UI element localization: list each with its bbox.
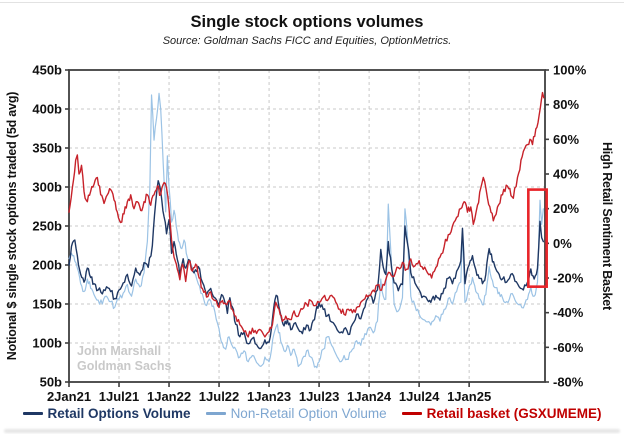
x-tick-label: 2Jan21: [47, 389, 91, 404]
y-left-tick-label: 400b: [32, 102, 62, 117]
legend-item-retail-basket: Retail basket (GSXUMEME): [401, 406, 602, 421]
bottom-border-smudge: [4, 429, 620, 433]
non-retail-line-swatch: [205, 412, 226, 415]
series-line-3: [68, 91, 545, 338]
y-right-tick-label: -40%: [553, 305, 584, 320]
legend-label-non-retail: Non-Retail Option Volume: [230, 406, 387, 421]
y-right-tick-label: 60%: [553, 132, 579, 147]
watermark-line-1: John Marshall: [77, 344, 161, 358]
y-right-axis-label: High Retail Sentiment Basket: [600, 142, 614, 311]
axis-frame: [68, 69, 546, 383]
y-right-tick-label: 0%: [553, 236, 572, 251]
legend-label-retail-options: Retail Options Volume: [47, 406, 191, 421]
chart-title: Single stock options volumes: [191, 13, 424, 31]
y-right-tick-label: 100%: [553, 63, 587, 78]
y-left-tick-label: 350b: [32, 141, 62, 156]
y-left-axis-label: Notional $ single stock options traded (…: [5, 92, 19, 360]
chart-source: Source: Goldman Sachs FICC and Equities,…: [163, 35, 452, 47]
highlight-box: [527, 188, 548, 288]
y-left-tick-label: 200b: [32, 258, 62, 273]
y-right-tick-label: 40%: [553, 167, 579, 182]
y-left-tick-label: 100b: [32, 336, 62, 351]
y-right-tick-label: -60%: [553, 340, 584, 355]
y-left-tick-label: 50b: [40, 375, 62, 390]
retail-basket-line-swatch: [401, 412, 422, 415]
y-left-tick-label: 150b: [32, 297, 62, 312]
legend-label-retail-basket: Retail basket (GSXUMEME): [426, 406, 602, 421]
y-right-tick-label: 80%: [553, 97, 579, 112]
x-tick-label: 1Jan24: [347, 389, 392, 404]
x-tick-label: 1Jan25: [447, 389, 491, 404]
legend-item-retail-options: Retail Options Volume: [22, 406, 191, 421]
series-line-1: [68, 92, 544, 369]
x-tick-label: 1Jul22: [199, 389, 239, 404]
chart-generated-graphics: 450b 400b 350b 300b 250b 200b 150b 100b 50b 100% 8…: [32, 63, 586, 405]
y-left-tick-label: 450b: [32, 63, 62, 78]
x-tick-label: 1Jul23: [299, 389, 339, 404]
y-left-tick-label: 250b: [32, 219, 62, 234]
top-border-line: [0, 2, 624, 3]
chart-legend: Retail Options Volume Non-Retail Option …: [0, 406, 624, 421]
x-tick-label: 1Jul21: [99, 389, 139, 404]
legend-item-non-retail: Non-Retail Option Volume: [205, 406, 387, 421]
x-tick-label: 1Jan23: [247, 389, 291, 404]
y-right-tick-label: -80%: [553, 375, 584, 390]
y-right-tick-label: 20%: [553, 201, 579, 216]
series-line-2: [68, 180, 545, 350]
y-right-tick-label: -20%: [553, 271, 584, 286]
x-tick-label: 1Jan22: [147, 389, 191, 404]
watermark-line-2: Goldman Sachs: [77, 359, 172, 373]
x-tick-label: 1Jul24: [399, 389, 440, 404]
retail-options-line-swatch: [22, 412, 43, 415]
y-left-tick-label: 300b: [32, 180, 62, 195]
